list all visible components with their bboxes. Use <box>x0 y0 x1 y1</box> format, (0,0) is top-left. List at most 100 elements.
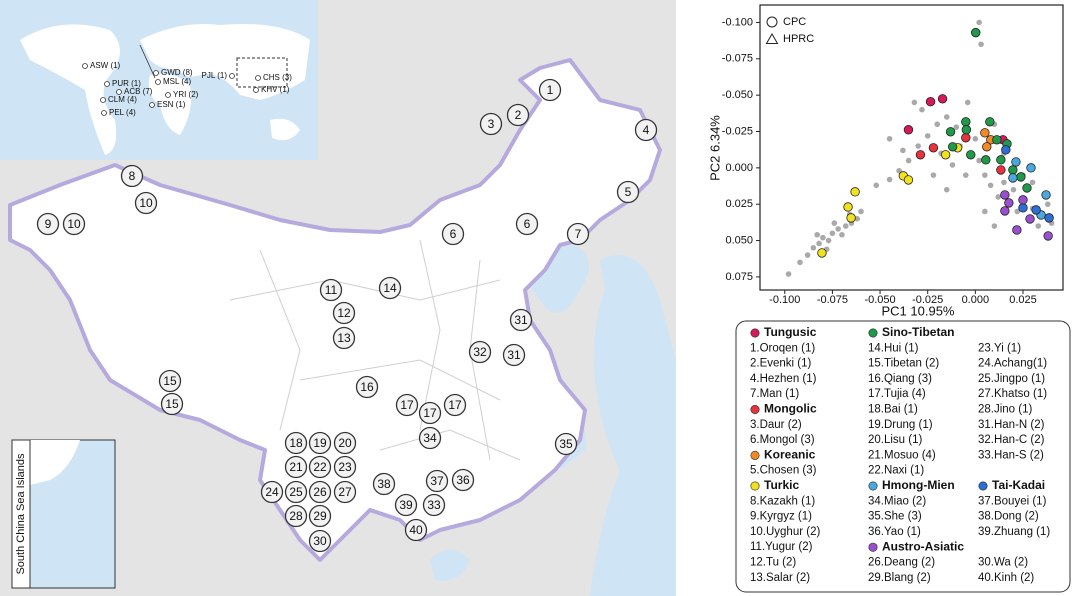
background-point <box>930 172 937 178</box>
y-tick-label: 0.025 <box>725 198 753 210</box>
site-ring <box>333 480 357 504</box>
group-point <box>903 175 914 185</box>
site-number: 20 <box>338 436 352 450</box>
inset-highlight <box>236 57 288 88</box>
group-point <box>980 128 990 138</box>
site-number: 26 <box>313 485 327 499</box>
legend-member: 31.Han-N (2) <box>978 419 1045 431</box>
background-point <box>953 124 960 130</box>
y-tick-label: -0.075 <box>722 53 753 65</box>
y-tick-label: 0.000 <box>725 162 753 174</box>
leader-line <box>139 44 156 79</box>
group-point <box>1000 206 1010 216</box>
legend-member: 3.Daur (2) <box>750 419 802 431</box>
site-number: 38 <box>377 477 391 491</box>
site-number: 9 <box>45 217 52 231</box>
site-ring <box>451 468 475 492</box>
legend-swatch <box>750 328 760 338</box>
legend-member: 21.Mosuo (4) <box>868 449 936 461</box>
site-dot <box>116 89 122 95</box>
group-point <box>1008 173 1018 183</box>
site-dot <box>104 81 110 87</box>
legend-member: 39.Zhuang (1) <box>978 526 1050 538</box>
x-tick-label: -0.100 <box>769 294 800 306</box>
site: 16 <box>355 375 379 399</box>
background-point <box>982 208 988 215</box>
background-point <box>976 157 982 164</box>
y-tick-label: 0.050 <box>725 234 753 246</box>
site-number: 27 <box>338 485 352 499</box>
legend-member: 23.Yi (1) <box>978 342 1021 354</box>
background-point <box>900 147 906 154</box>
legend-member: 32.Han-C (2) <box>978 434 1045 446</box>
site-ring <box>418 426 442 450</box>
group-point <box>1000 190 1010 200</box>
site: 21 <box>284 455 308 479</box>
site-number: 33 <box>427 498 441 512</box>
site-number: 28 <box>289 509 303 523</box>
site: 34 <box>418 426 442 450</box>
background-point <box>905 157 912 164</box>
legend-member: 36.Yao (1) <box>868 526 921 538</box>
legend-member: 34.Miao (2) <box>868 495 926 507</box>
site-ring <box>418 401 442 425</box>
site-number: 21 <box>289 460 303 474</box>
site-dot <box>155 79 161 85</box>
site-number: 29 <box>313 509 327 523</box>
background-point <box>816 240 822 247</box>
background-point <box>972 135 979 142</box>
plot-frame <box>759 4 1064 291</box>
legend-box <box>735 320 1071 593</box>
site-ring <box>443 393 467 417</box>
site-ring <box>284 504 308 528</box>
legend-member: 29.Blang (2) <box>868 572 931 584</box>
group-point <box>996 155 1006 165</box>
site-dot <box>101 110 107 116</box>
site: 3 <box>479 112 503 136</box>
legend-member: 1.Oroqen (1) <box>750 342 815 354</box>
site-number: 30 <box>313 534 327 548</box>
background-point <box>915 143 921 149</box>
site: 23 <box>333 455 357 479</box>
legend-swatch <box>978 481 988 491</box>
marker-legend-label: HPRC <box>783 33 814 45</box>
group-point <box>961 117 971 127</box>
group-point <box>1025 214 1035 224</box>
legend-group: Sino-Tibetan <box>882 325 954 339</box>
legend-member: 16.Qiang (3) <box>868 373 932 385</box>
background-point <box>963 172 969 178</box>
site-ring <box>260 480 284 504</box>
site-number: 6 <box>450 227 457 241</box>
inset-label: GWD (8) <box>161 68 193 77</box>
legend-swatch <box>868 481 878 491</box>
background-point <box>943 186 950 193</box>
scs-title-box <box>11 439 31 589</box>
site-number: 5 <box>625 185 632 199</box>
site-number: 18 <box>289 436 303 450</box>
site: 40 <box>404 518 428 542</box>
site-ring <box>120 164 144 188</box>
y-tick-label: -0.100 <box>722 16 753 28</box>
site-ring <box>36 212 60 236</box>
site: 25 <box>284 480 308 504</box>
site: 35 <box>554 432 578 456</box>
background-point <box>924 133 931 139</box>
site: 20 <box>333 431 357 455</box>
legend-member: 7.Man (1) <box>750 388 799 400</box>
scs-land <box>30 440 80 485</box>
site-number: 24 <box>265 485 279 499</box>
site: 4 <box>634 118 658 142</box>
site-ring <box>284 455 308 479</box>
site-ring <box>332 326 356 350</box>
inset-label: MSL (4) <box>163 77 191 86</box>
group-point <box>850 187 860 197</box>
background-point <box>804 252 811 258</box>
legend-member: 6.Mongol (3) <box>750 434 815 446</box>
group-point <box>817 248 827 258</box>
site-number: 11 <box>325 283 338 297</box>
site-dot <box>153 70 159 76</box>
y-tick-label: 0.075 <box>725 271 753 283</box>
site-ring <box>332 301 356 325</box>
site: 6 <box>515 212 539 236</box>
